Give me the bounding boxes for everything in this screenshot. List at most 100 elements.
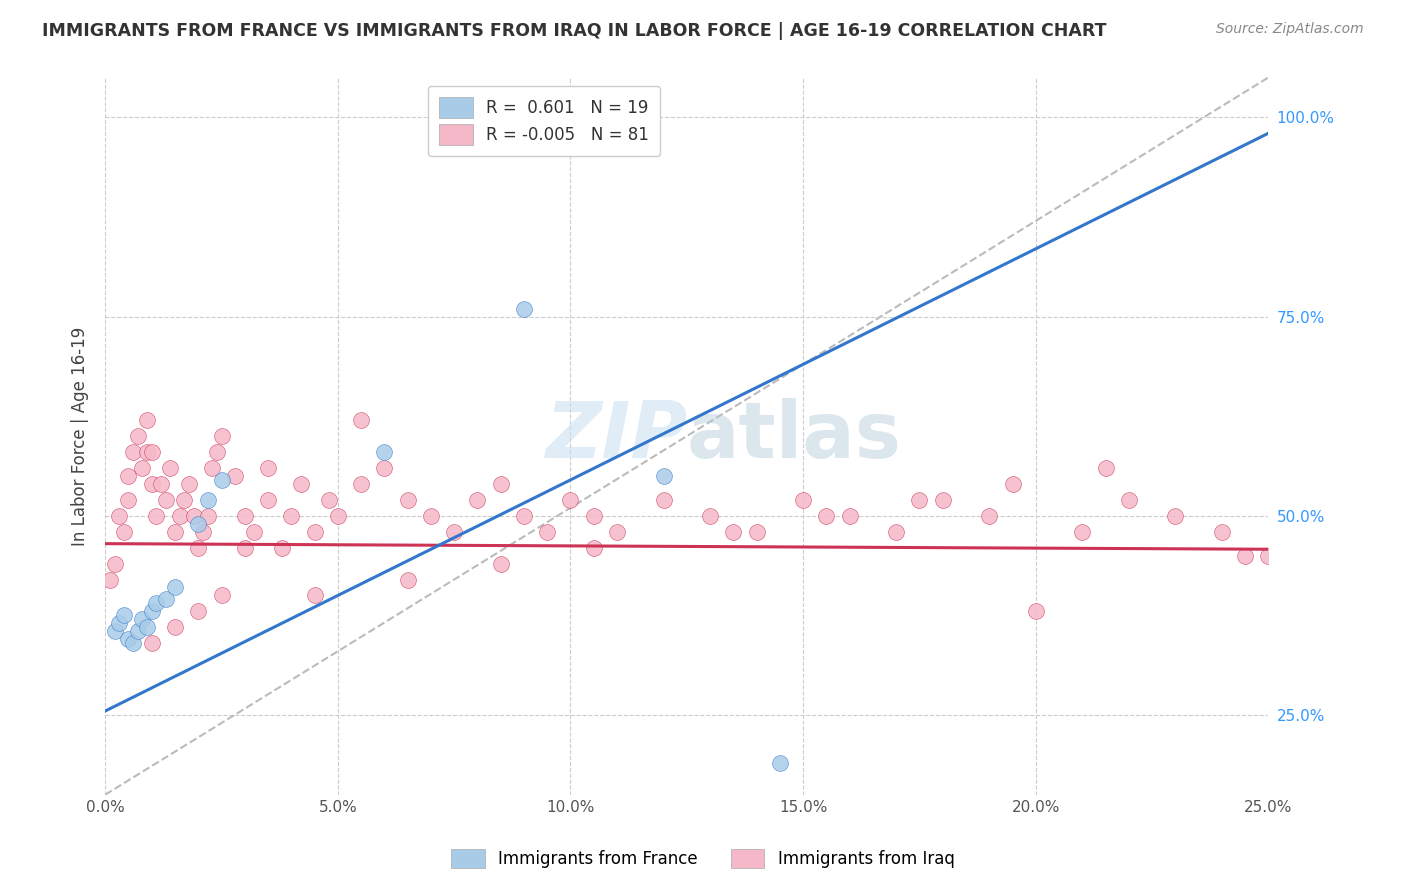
Text: IMMIGRANTS FROM FRANCE VS IMMIGRANTS FROM IRAQ IN LABOR FORCE | AGE 16-19 CORREL: IMMIGRANTS FROM FRANCE VS IMMIGRANTS FRO…	[42, 22, 1107, 40]
Point	[233, 508, 256, 523]
Point	[187, 604, 209, 618]
Point	[155, 592, 177, 607]
Point	[145, 508, 167, 523]
Point	[1025, 604, 1047, 618]
Point	[177, 476, 200, 491]
Point	[280, 508, 302, 523]
Point	[606, 524, 628, 539]
Point	[373, 461, 395, 475]
Point	[155, 492, 177, 507]
Point	[350, 413, 373, 427]
Point	[131, 461, 153, 475]
Point	[979, 508, 1001, 523]
Point	[838, 508, 860, 523]
Point	[1001, 476, 1024, 491]
Point	[884, 524, 907, 539]
Point	[127, 624, 149, 639]
Point	[745, 524, 768, 539]
Point	[197, 508, 219, 523]
Point	[560, 492, 582, 507]
Point	[373, 445, 395, 459]
Point	[131, 612, 153, 626]
Point	[187, 541, 209, 555]
Point	[489, 557, 512, 571]
Point	[136, 445, 159, 459]
Point	[1211, 524, 1233, 539]
Point	[108, 508, 131, 523]
Point	[136, 413, 159, 427]
Point	[122, 636, 145, 650]
Point	[932, 492, 955, 507]
Point	[201, 461, 224, 475]
Point	[103, 624, 125, 639]
Point	[191, 524, 214, 539]
Point	[205, 445, 228, 459]
Point	[243, 524, 266, 539]
Point	[112, 524, 135, 539]
Point	[1164, 508, 1187, 523]
Point	[769, 756, 792, 770]
Point	[173, 492, 195, 507]
Legend: R =  0.601   N = 19, R = -0.005   N = 81: R = 0.601 N = 19, R = -0.005 N = 81	[427, 86, 661, 156]
Point	[187, 516, 209, 531]
Point	[1234, 549, 1257, 563]
Point	[318, 492, 340, 507]
Point	[699, 508, 721, 523]
Point	[163, 581, 186, 595]
Point	[326, 508, 349, 523]
Point	[211, 473, 233, 487]
Point	[197, 492, 219, 507]
Point	[652, 492, 675, 507]
Point	[792, 492, 814, 507]
Point	[723, 524, 745, 539]
Point	[652, 469, 675, 483]
Y-axis label: In Labor Force | Age 16-19: In Labor Force | Age 16-19	[72, 326, 89, 546]
Point	[1071, 524, 1094, 539]
Text: atlas: atlas	[686, 398, 901, 474]
Point	[159, 461, 181, 475]
Point	[163, 620, 186, 634]
Text: ZIP: ZIP	[544, 398, 686, 474]
Point	[257, 492, 280, 507]
Point	[141, 604, 163, 618]
Point	[257, 461, 280, 475]
Point	[467, 492, 489, 507]
Point	[127, 429, 149, 443]
Text: Source: ZipAtlas.com: Source: ZipAtlas.com	[1216, 22, 1364, 37]
Point	[350, 476, 373, 491]
Point	[513, 301, 536, 316]
Point	[396, 573, 419, 587]
Point	[211, 589, 233, 603]
Point	[908, 492, 931, 507]
Point	[122, 445, 145, 459]
Point	[136, 620, 159, 634]
Point	[513, 508, 536, 523]
Point	[1257, 549, 1279, 563]
Point	[117, 492, 139, 507]
Point	[304, 589, 326, 603]
Point	[233, 541, 256, 555]
Point	[98, 573, 121, 587]
Point	[211, 429, 233, 443]
Point	[112, 608, 135, 623]
Point	[117, 632, 139, 647]
Point	[271, 541, 294, 555]
Point	[489, 476, 512, 491]
Point	[396, 492, 419, 507]
Point	[169, 508, 191, 523]
Point	[1118, 492, 1140, 507]
Point	[145, 596, 167, 610]
Point	[290, 476, 312, 491]
Point	[141, 445, 163, 459]
Point	[150, 476, 173, 491]
Point	[224, 469, 246, 483]
Point	[582, 508, 605, 523]
Point	[536, 524, 558, 539]
Point	[108, 616, 131, 631]
Point	[419, 508, 441, 523]
Point	[141, 636, 163, 650]
Point	[103, 557, 125, 571]
Point	[815, 508, 838, 523]
Point	[117, 469, 139, 483]
Legend: Immigrants from France, Immigrants from Iraq: Immigrants from France, Immigrants from …	[444, 842, 962, 875]
